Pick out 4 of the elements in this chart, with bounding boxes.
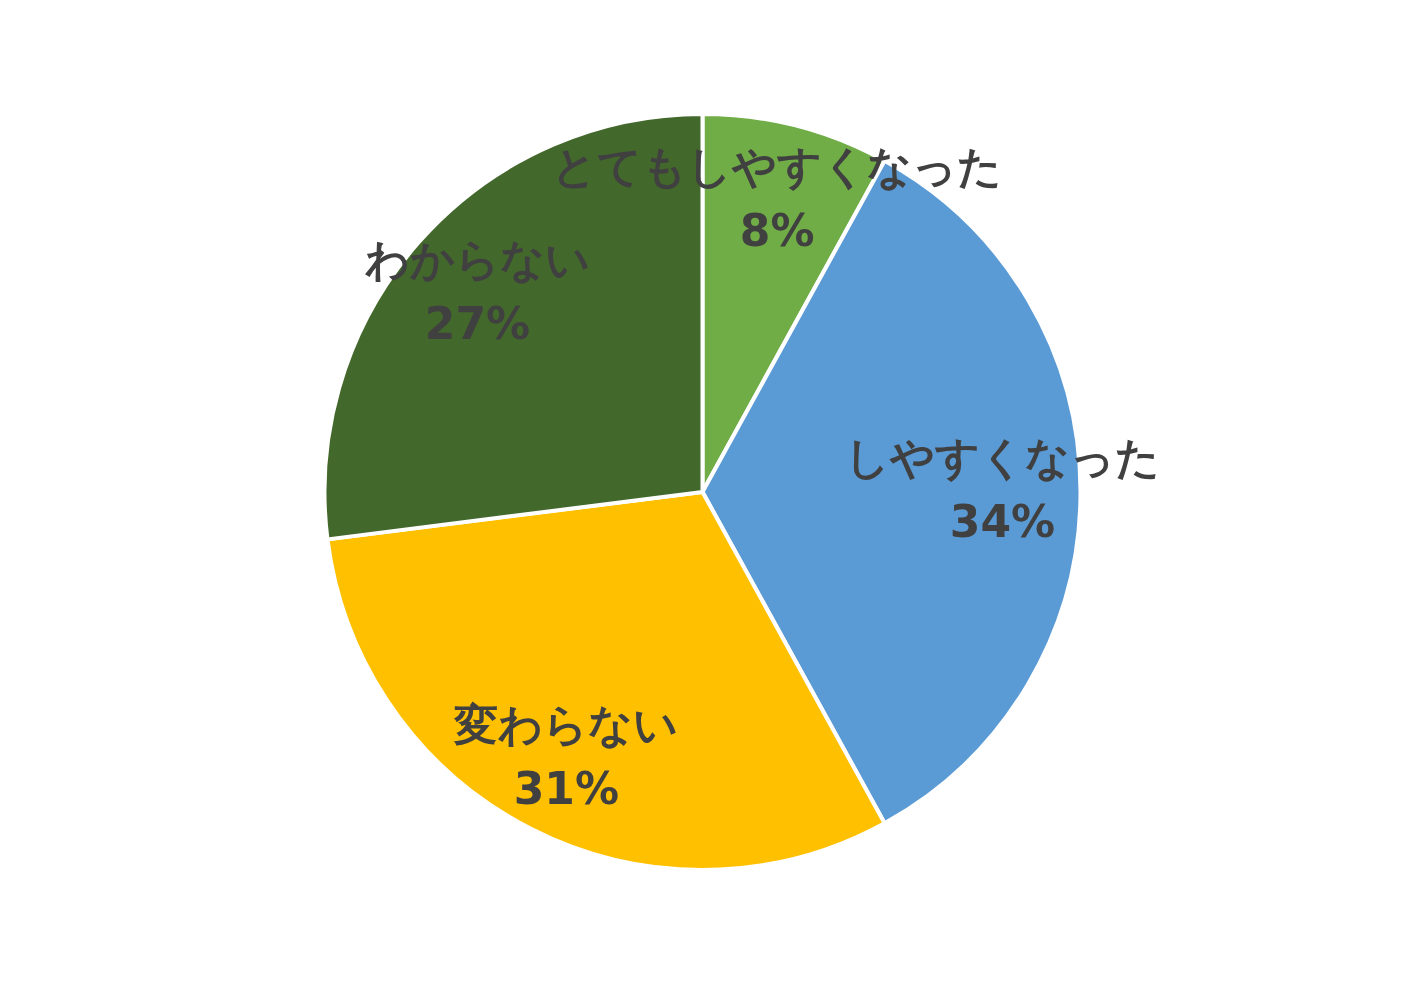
slice-label: 変わらない	[453, 699, 679, 751]
data-label: 34%	[949, 496, 1056, 547]
data-label: 8%	[739, 205, 815, 257]
data-label: 31%	[513, 763, 619, 815]
